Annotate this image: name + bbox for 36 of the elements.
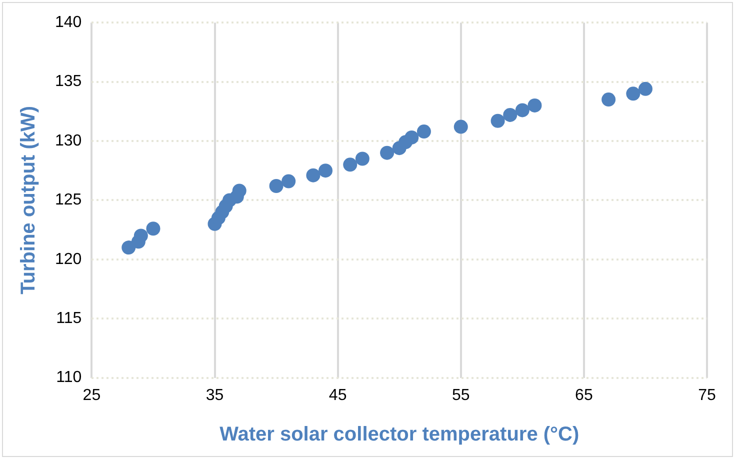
y-tick-label: 130 bbox=[54, 132, 82, 150]
point bbox=[638, 82, 652, 96]
y-tick-label: 115 bbox=[56, 310, 82, 328]
x-tick-label: 25 bbox=[82, 386, 101, 404]
point bbox=[503, 108, 518, 122]
point bbox=[602, 92, 616, 107]
point bbox=[343, 158, 358, 172]
x-tick-label: 75 bbox=[698, 386, 716, 404]
y-tick-label: 110 bbox=[56, 369, 82, 386]
point bbox=[146, 222, 160, 236]
point bbox=[416, 124, 431, 139]
point bbox=[282, 174, 296, 188]
point bbox=[122, 240, 136, 255]
x-tick-label: 35 bbox=[206, 386, 224, 404]
point bbox=[306, 168, 320, 182]
point bbox=[490, 114, 505, 128]
y-tick-label: 135 bbox=[54, 73, 82, 90]
y-tick-label: 120 bbox=[54, 250, 82, 268]
x-axis-title: Water solar collector temperature (°C) bbox=[220, 424, 580, 446]
point bbox=[134, 228, 148, 243]
point bbox=[380, 146, 394, 160]
x-tick-label: 55 bbox=[452, 386, 470, 404]
point bbox=[528, 98, 542, 112]
y-tick-label: 125 bbox=[54, 192, 82, 209]
point bbox=[355, 152, 370, 166]
x-tick-label: 65 bbox=[575, 386, 593, 404]
point bbox=[454, 120, 468, 134]
point bbox=[404, 130, 419, 144]
point bbox=[232, 184, 246, 198]
point bbox=[626, 86, 640, 101]
y-axis-title: Turbine output (kW) bbox=[18, 106, 40, 294]
point bbox=[269, 178, 284, 193]
point bbox=[515, 103, 530, 118]
x-tick-label: 45 bbox=[328, 386, 347, 404]
y-tick-label: 140 bbox=[54, 14, 82, 32]
point bbox=[318, 164, 333, 178]
